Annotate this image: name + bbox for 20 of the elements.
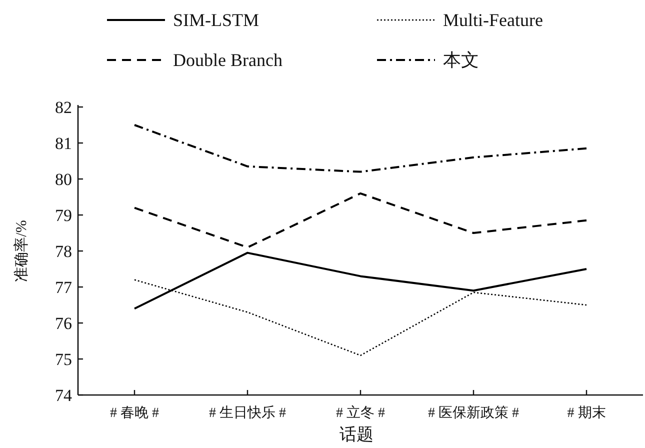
y-tick-label: 75 [55, 350, 72, 369]
y-axis-title: 准确率/% [13, 220, 30, 282]
y-tick-label: 76 [55, 314, 72, 333]
y-tick-label: 74 [55, 386, 72, 405]
x-tick-label: # 医保新政策 # [428, 405, 519, 421]
x-tick-label: # 春晚 # [110, 405, 159, 421]
y-tick-label: 79 [55, 206, 72, 225]
x-axis-title: 话题 [340, 425, 374, 444]
x-tick-label: # 生日快乐 # [209, 405, 286, 421]
legend-label: SIM-LSTM [173, 10, 260, 30]
y-tick-label: 77 [55, 278, 72, 297]
y-tick-label: 81 [55, 134, 72, 153]
y-tick-label: 78 [55, 242, 72, 261]
legend-label: Double Branch [173, 50, 282, 70]
x-tick-label: # 期末 [567, 405, 606, 421]
legend-label: Multi-Feature [443, 10, 543, 30]
legend-label: 本文 [443, 50, 479, 70]
x-tick-label: # 立冬 # [336, 405, 385, 421]
y-tick-label: 80 [55, 170, 72, 189]
y-tick-label: 82 [55, 98, 72, 117]
